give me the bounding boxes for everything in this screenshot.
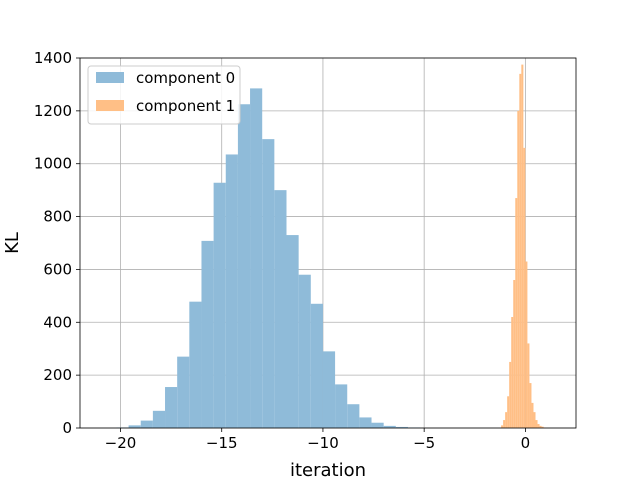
histogram-bar-component-0 (250, 88, 263, 429)
histogram-bar-component-0 (189, 301, 202, 428)
histogram-bar-component-0 (322, 351, 336, 428)
y-tick-label: 400 (43, 313, 72, 331)
legend-swatch-component-1 (96, 100, 124, 111)
histogram-bar-component-1 (539, 425, 542, 428)
plot-frame (79, 57, 577, 429)
histogram-bar-component-1 (537, 424, 540, 428)
histogram-bar-component-0 (274, 190, 287, 428)
axis-ticks: −20 −15 −10 −5 0 0 200 400 600 800 1000 1200 1400 (34, 49, 530, 452)
histogram-bars (116, 64, 546, 429)
y-tick-label: 600 (43, 260, 72, 278)
legend-box (87, 65, 241, 125)
y-tick-label: 800 (43, 208, 72, 226)
legend: component 0 component 1 (87, 65, 241, 125)
histogram-bar-component-1 (505, 412, 508, 428)
histogram-bar-component-1 (517, 110, 520, 428)
histogram-bar-component-0 (201, 240, 214, 428)
histogram-bar-component-0 (371, 422, 384, 428)
histogram-bar-component-1 (521, 64, 524, 428)
histogram-bar-component-0 (237, 104, 251, 428)
y-tick-label: 0 (62, 419, 72, 437)
legend-swatch-component-0 (96, 72, 124, 83)
histogram-bar-component-1 (541, 426, 544, 428)
histogram-bar-component-1 (515, 198, 518, 428)
histogram-bar-component-1 (527, 343, 530, 428)
histogram-bar-component-1 (533, 412, 536, 428)
histogram-bar-component-1 (501, 425, 504, 428)
histogram-bar-component-0 (225, 154, 238, 428)
legend-label-component-1: component 1 (136, 97, 235, 115)
histogram-bar-component-1 (509, 361, 512, 428)
histogram-bar-component-0 (213, 182, 226, 428)
histogram-bar-component-1 (529, 383, 532, 428)
histogram-bar-component-0 (152, 410, 166, 428)
x-tick-label: 0 (521, 434, 531, 452)
histogram-bar-component-1 (511, 317, 514, 428)
histogram-bar-component-0 (286, 235, 299, 428)
y-tick-label: 1000 (34, 155, 72, 173)
histogram-bar-component-0 (140, 420, 153, 428)
x-tick-label: −20 (105, 434, 137, 452)
histogram-bar-component-1 (507, 396, 510, 428)
histogram-bar-component-0 (347, 404, 360, 428)
histogram-bar-component-1 (513, 280, 516, 428)
y-tick-label: 1200 (34, 102, 72, 120)
histogram-bar-component-1 (519, 73, 522, 428)
histogram-bar-component-0 (310, 303, 323, 428)
histogram-bar-component-0 (395, 426, 408, 428)
histogram-bar-component-0 (262, 139, 275, 428)
histogram-bar-component-1 (535, 420, 538, 428)
histogram-bar-component-0 (177, 356, 190, 428)
histogram-bar-component-1 (503, 420, 506, 428)
histogram-bar-component-0 (383, 425, 396, 428)
histogram-bar-component-0 (359, 417, 372, 428)
histogram-bar-component-0 (165, 387, 178, 428)
x-tick-label: −5 (413, 434, 435, 452)
histogram-bar-component-1 (531, 402, 534, 428)
x-tick-label: −10 (307, 434, 339, 452)
y-tick-label: 1400 (34, 49, 72, 67)
histogram-bar-component-0 (128, 425, 141, 428)
x-axis-title: iteration (290, 460, 366, 480)
y-axis-title: KL (2, 232, 23, 254)
x-tick-label: −15 (206, 434, 238, 452)
histogram-bar-component-1 (525, 261, 528, 428)
legend-label-component-0: component 0 (136, 69, 235, 87)
histogram-bar-component-0 (335, 384, 348, 428)
histogram-bar-component-1 (523, 147, 526, 428)
histogram-bar-component-0 (298, 274, 311, 428)
y-tick-label: 200 (43, 366, 72, 384)
